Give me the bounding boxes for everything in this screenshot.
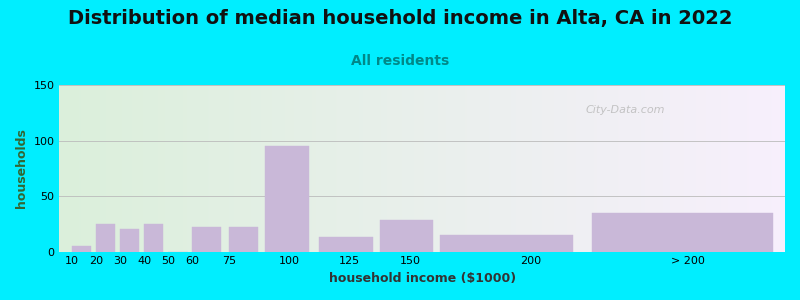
Bar	[440, 235, 574, 252]
Bar	[380, 220, 433, 252]
Bar	[319, 237, 373, 252]
Y-axis label: households: households	[15, 128, 28, 208]
X-axis label: household income ($1000): household income ($1000)	[329, 272, 516, 285]
Bar	[71, 246, 91, 252]
Text: City-Data.com: City-Data.com	[586, 105, 665, 115]
Text: Distribution of median household income in Alta, CA in 2022: Distribution of median household income …	[68, 9, 732, 28]
Bar	[144, 224, 163, 252]
Text: All residents: All residents	[351, 54, 449, 68]
Bar	[229, 227, 258, 252]
Bar	[591, 213, 773, 252]
Bar	[120, 230, 139, 252]
Bar	[96, 224, 115, 252]
Bar	[193, 227, 222, 252]
Bar	[265, 146, 309, 252]
